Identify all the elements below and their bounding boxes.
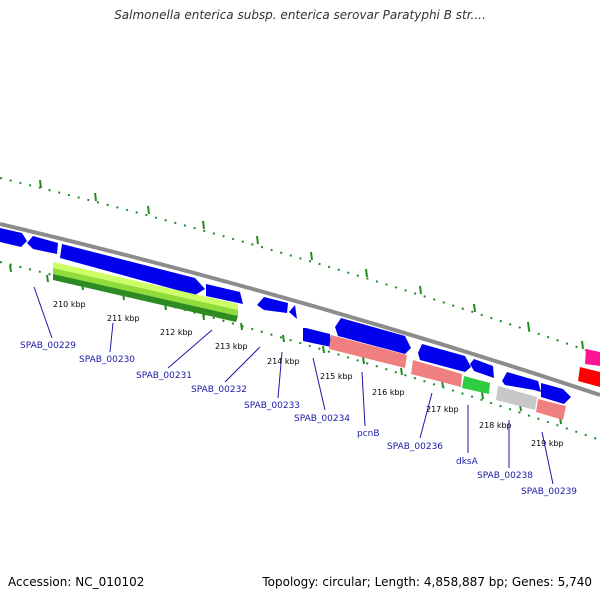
gene-label[interactable]: SPAB_00234	[294, 414, 350, 424]
gene-arrow[interactable]	[53, 268, 238, 316]
kbp-tick-labels: 210 kbp 211 kbp 212 kbp 213 kbp 214 kbp …	[53, 300, 564, 448]
gc-track-inner	[0, 261, 600, 441]
gene-arrow[interactable]	[541, 383, 571, 404]
tick-label: 212 kbp	[160, 328, 193, 337]
gene-arrow[interactable]	[411, 360, 462, 387]
lower-strand-genes[interactable]	[53, 262, 600, 420]
gene-arrow[interactable]	[27, 236, 58, 254]
topology-text: Topology: circular; Length: 4,858,887 bp…	[262, 575, 592, 589]
tick-label: 211 kbp	[107, 314, 140, 323]
gene-label[interactable]: SPAB_00229	[20, 341, 76, 351]
gene-arrow[interactable]	[578, 367, 600, 387]
gene-label[interactable]: SPAB_00236	[387, 442, 443, 452]
gene-arrow[interactable]	[502, 372, 541, 392]
gene-arrow[interactable]	[470, 359, 494, 378]
genome-backbone	[0, 222, 600, 397]
tick-label: 215 kbp	[320, 372, 353, 381]
gene-arrow[interactable]	[585, 349, 600, 366]
gene-arrow[interactable]	[418, 344, 471, 372]
gene-arrow[interactable]	[257, 297, 288, 313]
tick-label: 210 kbp	[53, 300, 86, 309]
gene-arrow[interactable]	[303, 328, 331, 347]
gene-arrow[interactable]	[462, 376, 490, 394]
gene-arrow[interactable]	[53, 262, 238, 310]
gene-label[interactable]: SPAB_00230	[79, 355, 135, 365]
gene-arrow[interactable]	[60, 244, 205, 295]
gene-arrow[interactable]	[536, 399, 566, 420]
gene-label[interactable]: dksA	[456, 457, 479, 467]
gene-arrow[interactable]	[335, 318, 411, 354]
gene-arrow[interactable]	[496, 386, 537, 410]
gene-label[interactable]: SPAB_00233	[244, 401, 300, 411]
gene-arrow[interactable]	[289, 305, 297, 319]
tick-label: 213 kbp	[215, 342, 248, 351]
gc-track-outer	[0, 177, 600, 356]
tick-label: 216 kbp	[372, 388, 405, 397]
gene-label[interactable]: SPAB_00231	[136, 371, 192, 381]
gene-label[interactable]: pcnB	[357, 429, 380, 439]
outer-tick-marks	[39, 179, 584, 350]
upper-strand-genes[interactable]	[0, 228, 600, 404]
gene-arrow[interactable]	[206, 284, 243, 304]
gene-label[interactable]: SPAB_00232	[191, 385, 247, 395]
gene-labels[interactable]: SPAB_00229 SPAB_00230 SPAB_00231 SPAB_00…	[20, 341, 577, 497]
gene-arrow[interactable]	[329, 335, 407, 368]
gene-label[interactable]: SPAB_00238	[477, 471, 533, 481]
gene-arrow[interactable]	[0, 228, 27, 247]
gene-arrow[interactable]	[53, 274, 238, 322]
tick-label: 217 kbp	[426, 405, 459, 414]
tick-label: 214 kbp	[267, 357, 300, 366]
tick-label: 218 kbp	[479, 421, 512, 430]
gene-label[interactable]: SPAB_00239	[521, 487, 577, 497]
accession-text: Accession: NC_010102	[8, 575, 145, 589]
page-title: Salmonella enterica subsp. enterica sero…	[114, 8, 486, 22]
gene-label-leaders	[33, 286, 554, 485]
tick-label: 219 kbp	[531, 439, 564, 448]
